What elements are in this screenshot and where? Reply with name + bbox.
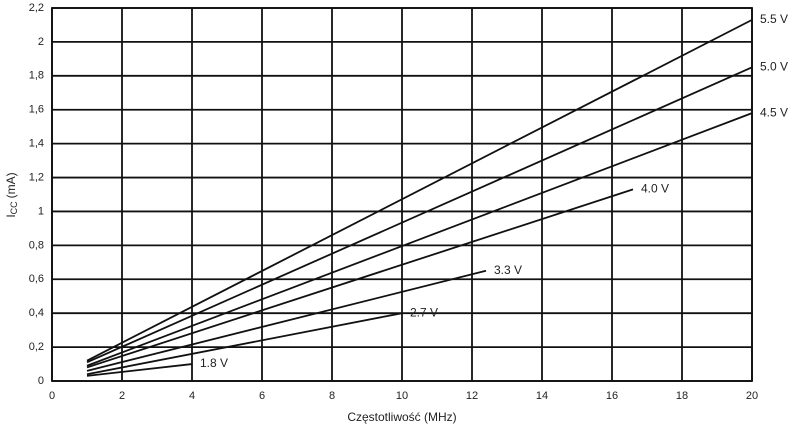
- series-line: [86, 188, 634, 369]
- series-label: 4.5 V: [760, 105, 788, 119]
- y-axis-label: ICC (mA): [4, 172, 19, 217]
- y-axis-label-sub: CC: [9, 201, 19, 214]
- y-axis-label-main: I: [4, 214, 18, 217]
- series-line: [86, 112, 753, 367]
- x-tick-label: 2: [119, 390, 125, 402]
- series-label: 1.8 V: [200, 356, 228, 370]
- y-tick-label: 0,8: [29, 239, 44, 251]
- x-tick-label: 16: [606, 390, 618, 402]
- x-tick-label: 10: [396, 390, 408, 402]
- y-axis-label-unit: (mA): [4, 172, 18, 198]
- plot-border: [51, 7, 753, 382]
- y-tick-label: 0,6: [29, 273, 44, 285]
- series-line: [86, 363, 193, 377]
- series-label: 5.0 V: [760, 60, 788, 74]
- y-tick-label: 1,8: [29, 70, 44, 82]
- y-tick-label: 0,2: [29, 341, 44, 353]
- x-tick-label: 6: [259, 390, 265, 402]
- x-tick-label: 14: [536, 390, 548, 402]
- y-tick-label: 2: [38, 36, 44, 48]
- series-line: [86, 66, 753, 364]
- series-label: 4.0 V: [641, 182, 669, 196]
- x-tick-label: 8: [329, 390, 335, 402]
- x-tick-label: 4: [189, 390, 195, 402]
- x-tick-label: 12: [466, 390, 478, 402]
- series-label: 5.5 V: [760, 12, 788, 26]
- y-tick-label: 1,6: [29, 104, 44, 116]
- series-line: [86, 19, 753, 362]
- series-label: 3.3 V: [494, 263, 522, 277]
- y-tick-label: 1,4: [29, 138, 44, 150]
- series-line: [86, 312, 403, 376]
- x-tick-label: 0: [49, 390, 55, 402]
- series-line: [86, 269, 487, 372]
- x-tick-label: 20: [746, 390, 758, 402]
- y-tick-label: 0,4: [29, 307, 44, 319]
- x-tick-label: 18: [676, 390, 688, 402]
- y-tick-label: 0: [38, 375, 44, 387]
- y-tick-label: 1,2: [29, 171, 44, 183]
- y-tick-label: 1: [38, 205, 44, 217]
- series-label: 2.7 V: [410, 305, 438, 319]
- x-axis-label: Częstotliwość (MHz): [347, 410, 456, 424]
- y-tick-label: 2,2: [29, 2, 44, 14]
